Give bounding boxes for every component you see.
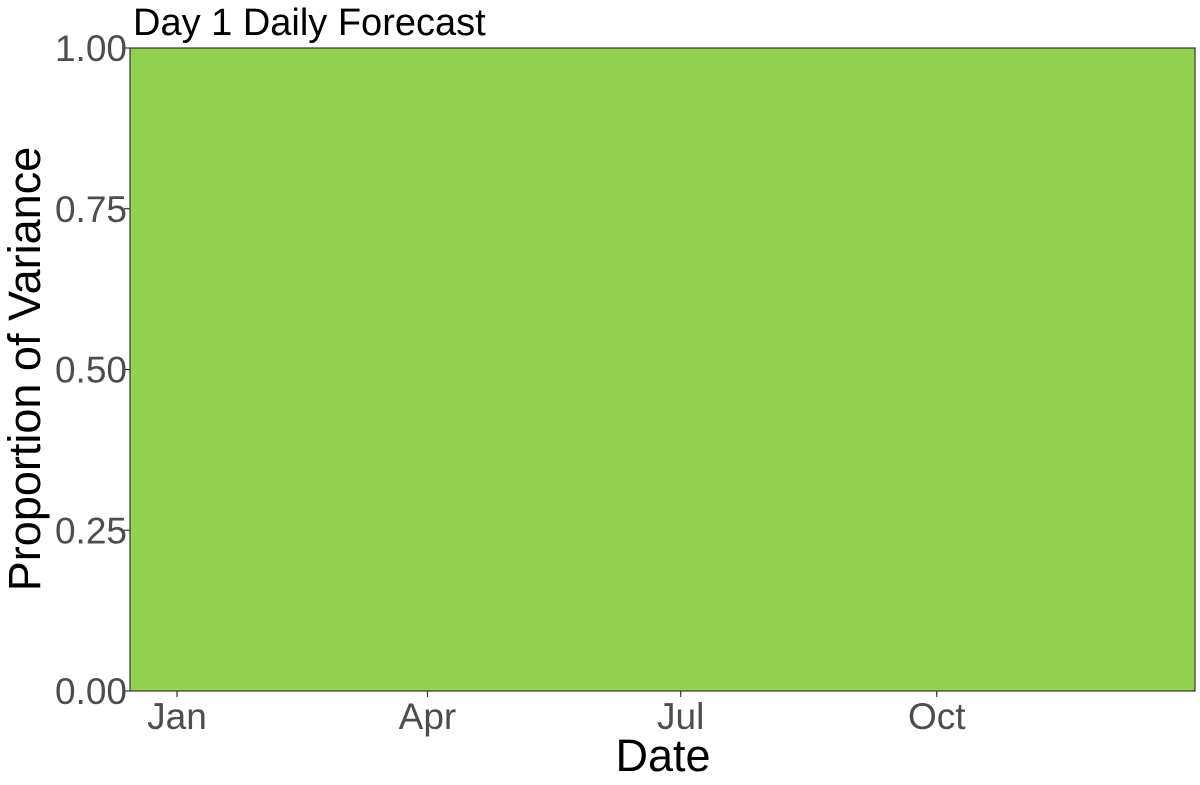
x-tick-label: Jan bbox=[147, 696, 207, 737]
plot-area bbox=[129, 47, 1196, 692]
y-axis-title: Proportion of Variance bbox=[0, 147, 50, 591]
y-tick-label: 0.00 bbox=[55, 671, 127, 712]
y-axis: 0.00 0.25 0.50 0.75 1.00 bbox=[55, 28, 130, 712]
x-axis: Jan Apr Jul Oct bbox=[147, 691, 966, 737]
y-tick-label: 1.00 bbox=[55, 28, 127, 69]
x-axis-title: Date bbox=[615, 730, 710, 781]
y-tick-label: 0.75 bbox=[55, 189, 127, 230]
y-tick-label: 0.50 bbox=[55, 350, 127, 391]
x-tick-label: Apr bbox=[399, 696, 457, 737]
chart-title: Day 1 Daily Forecast bbox=[133, 2, 486, 44]
area-series-0 bbox=[130, 48, 1195, 691]
x-tick-label: Jul bbox=[657, 696, 704, 737]
x-tick-label: Oct bbox=[908, 696, 966, 737]
y-tick-label: 0.25 bbox=[55, 510, 127, 551]
